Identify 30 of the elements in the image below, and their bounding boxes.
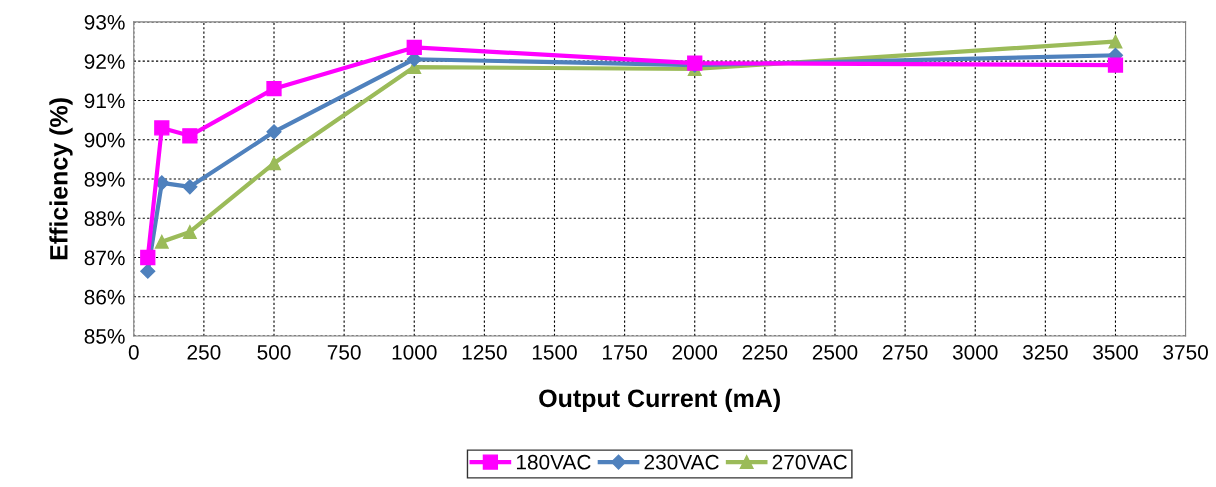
x-tick-label: 1500 [532,344,577,360]
x-tick-label: 2750 [882,344,928,360]
x-tick-label: 2500 [812,344,858,360]
y-tick-label: 88% [84,211,125,226]
x-tick-label: 1000 [392,344,437,360]
y-tick-label: 89% [84,171,125,187]
y-tick-label: 93% [84,14,125,30]
y-tick-label: 86% [84,289,125,305]
x-tick-label: 2250 [742,344,788,360]
legend-label: 230VAC [644,454,719,470]
y-tick-label: 85% [84,329,125,344]
x-tick-label: 2000 [672,344,718,360]
y-tick-label: 90% [84,132,125,148]
x-tick-label: 3750 [1163,344,1208,360]
x-tick-label: 500 [257,344,291,360]
x-tick-label: 1750 [603,344,647,360]
x-tick-label: 0 [128,344,139,360]
x-tick-label: 750 [327,344,361,360]
x-tick-label: 1250 [462,344,507,360]
x-tick-label: 250 [187,344,221,360]
x-tick-label: 3500 [1093,344,1138,360]
legend-label: 180VAC [516,454,591,470]
x-tick-label: 3000 [952,344,998,360]
x-tick-label: 3250 [1022,344,1068,360]
x-axis-title: Output Current (mA) [539,388,780,413]
y-tick-label: 91% [84,93,125,109]
y-tick-label: 92% [84,54,125,69]
y-tick-label: 87% [84,250,125,266]
y-axis-title: Efficiency (%) [49,98,73,260]
legend-label: 270VAC [772,454,847,470]
